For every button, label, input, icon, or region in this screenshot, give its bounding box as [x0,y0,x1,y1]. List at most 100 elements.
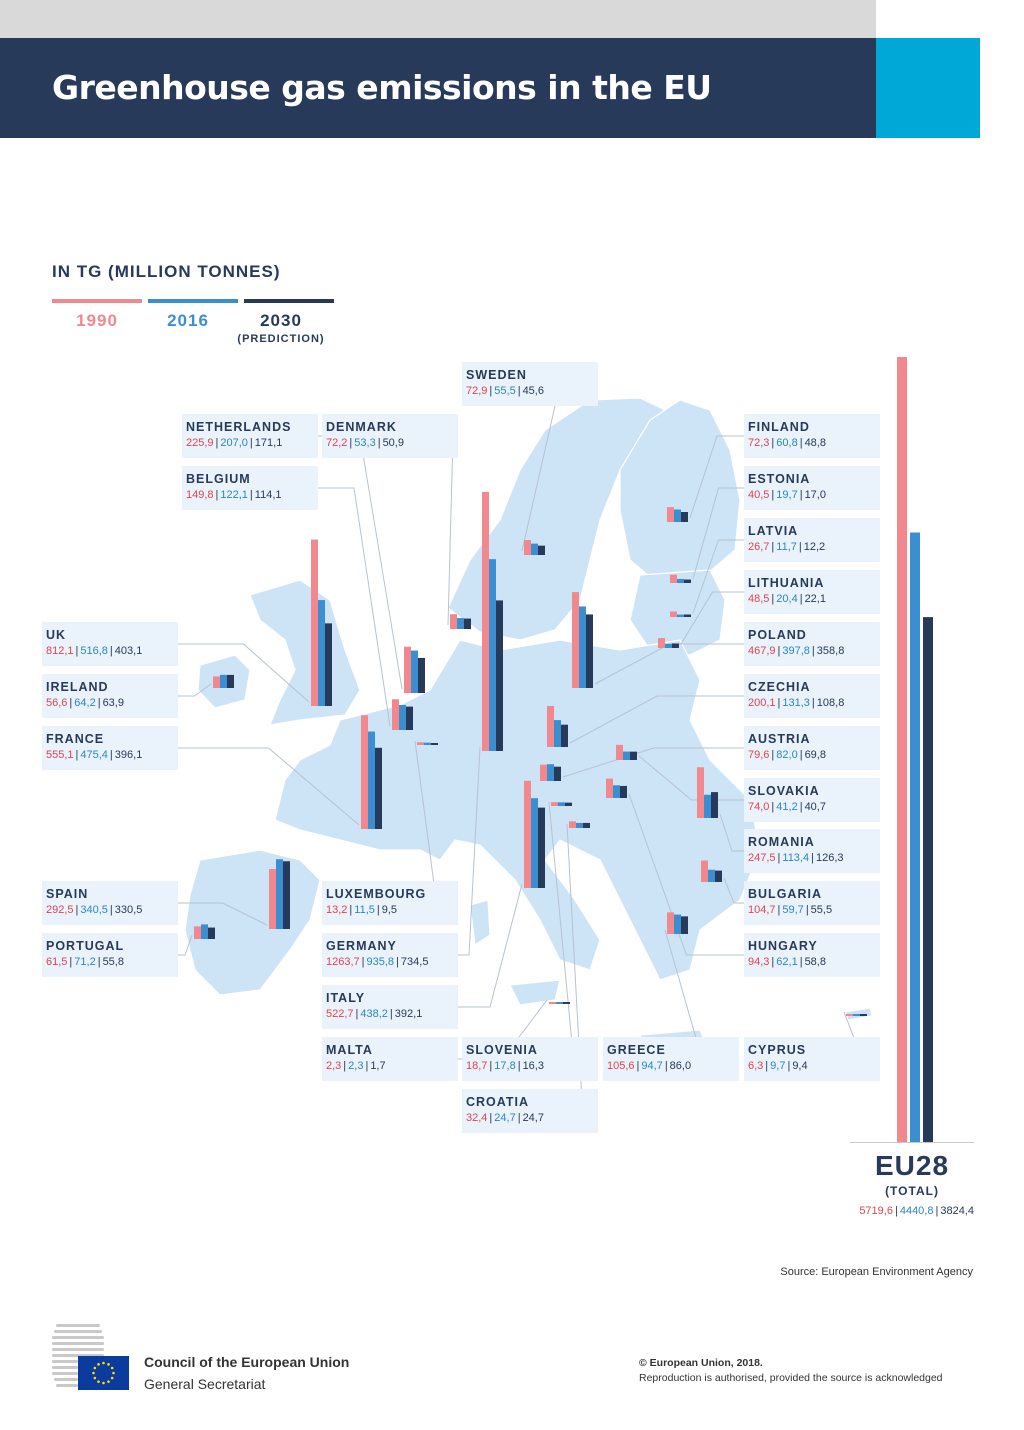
land-baltics [629,569,726,656]
bar-estonia-1990 [670,574,677,583]
separator: | [365,1060,369,1072]
land-sardinia [469,899,491,947]
value-1990: 292,5 [46,904,74,916]
bar-slovenia-1990 [551,802,558,806]
separator: | [75,904,79,916]
country-name: GREECE [607,1043,666,1057]
value-2016: 122,1 [220,489,248,501]
leader-line-portugal [178,934,193,956]
value-1990: 812,1 [46,645,74,657]
country-values: 555,1 | 475,4 | 396,1 [46,747,178,763]
country-name: NETHERLANDS [186,420,292,434]
value-2030: 48,8 [804,437,826,449]
bar-denmark-1990 [450,614,457,629]
value-2030: 69,8 [804,749,826,761]
value-1990: 18,7 [466,1060,488,1072]
value-2030: 330,5 [114,904,143,916]
bar-slovakia-2030 [630,751,637,760]
country-values: 1263,7 | 935,8 | 734,5 [326,954,458,970]
country-name: HUNGARY [748,939,818,953]
bar-netherlands-2030 [418,657,425,693]
country-name: POLAND [748,628,807,642]
separator: | [249,437,253,449]
bar-bulgaria-2016 [708,869,715,882]
value-2016: 82,0 [776,749,798,761]
bar-croatia-2016 [576,822,583,828]
flag-star-icon [93,1366,97,1370]
country-values: 467,9 | 397,8 | 358,8 [748,643,880,659]
land-iberia [184,849,321,996]
country-label-denmark: DENMARK 72,2 | 53,3 | 50,9 [322,414,458,458]
separator: | [489,1112,493,1124]
value-1990: 26,7 [748,541,770,553]
leader-line-slovakia [638,755,744,801]
separator: | [489,1060,493,1072]
council-logo-icon [52,1324,104,1387]
eu28-values: 5719,6 | 4440,8 | 3824,4 [840,1205,974,1217]
bar-austria-2016 [547,764,554,781]
separator: | [69,697,73,709]
leader-line-lithuania [680,591,744,645]
value-1990: 74,0 [748,801,770,813]
country-name: SLOVENIA [466,1043,538,1057]
country-label-germany: GERMANY 1263,7 | 935,8 | 734,5 [322,933,458,977]
bar-eu28-1990 [897,357,907,1142]
value-2030: 9,4 [792,1060,808,1072]
value-1990: 48,5 [748,593,770,605]
value-1990: 200,1 [748,697,776,709]
country-values: 56,6 | 64,2 | 63,9 [46,695,178,711]
eu28-value-1990: 5719,6 [859,1205,893,1217]
country-values: 79,6 | 82,0 | 69,8 [748,747,880,763]
eu28-subtitle: (TOTAL) [885,1184,939,1198]
value-2016: 516,8 [80,645,108,657]
bar-hungary-2016 [613,785,620,798]
bar-belgium-1990 [392,699,399,730]
bar-czechia-1990 [547,705,554,747]
value-2016: 20,4 [776,593,798,605]
bar-cyprus-2016 [853,1014,860,1016]
value-2016: 60,8 [776,437,798,449]
country-values: 13,2 | 11,5 | 9,5 [326,902,458,918]
bar-lithuania-2030 [672,643,679,648]
separator: | [517,1060,521,1072]
separator: | [894,1205,898,1217]
org-subname: General Secretariat [144,1376,266,1392]
country-name: DENMARK [326,420,397,434]
separator: | [109,749,113,761]
country-values: 26,7 | 11,7 | 12,2 [748,539,880,555]
country-label-lithuania: LITHUANIA 48,5 | 20,4 | 22,1 [744,570,880,614]
bar-luxembourg-1990 [417,742,424,745]
country-values: 74,0 | 41,2 | 40,7 [748,799,880,815]
land-sicily [509,979,561,1006]
bar-sweden-1990 [524,540,531,555]
legend-label-2030: 2030 [260,311,302,330]
separator: | [787,1060,791,1072]
legend-label-2016: 2016 [167,311,209,330]
value-1990: 105,6 [607,1060,635,1072]
leader-line-bulgaria [723,877,744,904]
country-label-ireland: IRELAND 56,6 | 64,2 | 63,9 [42,674,178,718]
copyright: © European Union, 2018. [639,1357,763,1369]
value-2016: 59,7 [782,904,804,916]
value-2016: 11,5 [354,904,375,916]
leader-line-estonia [692,487,744,580]
value-1990: 1263,7 [326,956,360,968]
country-label-slovakia: SLOVAKIA 74,0 | 41,2 | 40,7 [744,778,880,822]
bar-bulgaria-1990 [701,860,708,882]
country-values: 72,3 | 60,8 | 48,8 [748,435,880,451]
bar-romania-1990 [697,767,704,818]
separator: | [75,645,79,657]
country-label-finland: FINLAND 72,3 | 60,8 | 48,8 [744,414,880,458]
value-2016: 19,7 [776,489,798,501]
value-1990: 79,6 [748,749,770,761]
land-great-britain [249,579,361,726]
country-name: ITALY [326,991,366,1005]
value-2016: 64,2 [74,697,96,709]
value-2016: 475,4 [80,749,108,761]
country-values: 104,7 | 59,7 | 55,5 [748,902,880,918]
value-1990: 225,9 [186,437,214,449]
unit-label: IN TG (MILLION TONNES) [52,262,281,281]
country-name: BULGARIA [748,887,822,901]
country-label-netherlands: NETHERLANDS 225,9 | 207,0 | 171,1 [182,414,318,458]
value-2016: 113,4 [782,852,810,864]
